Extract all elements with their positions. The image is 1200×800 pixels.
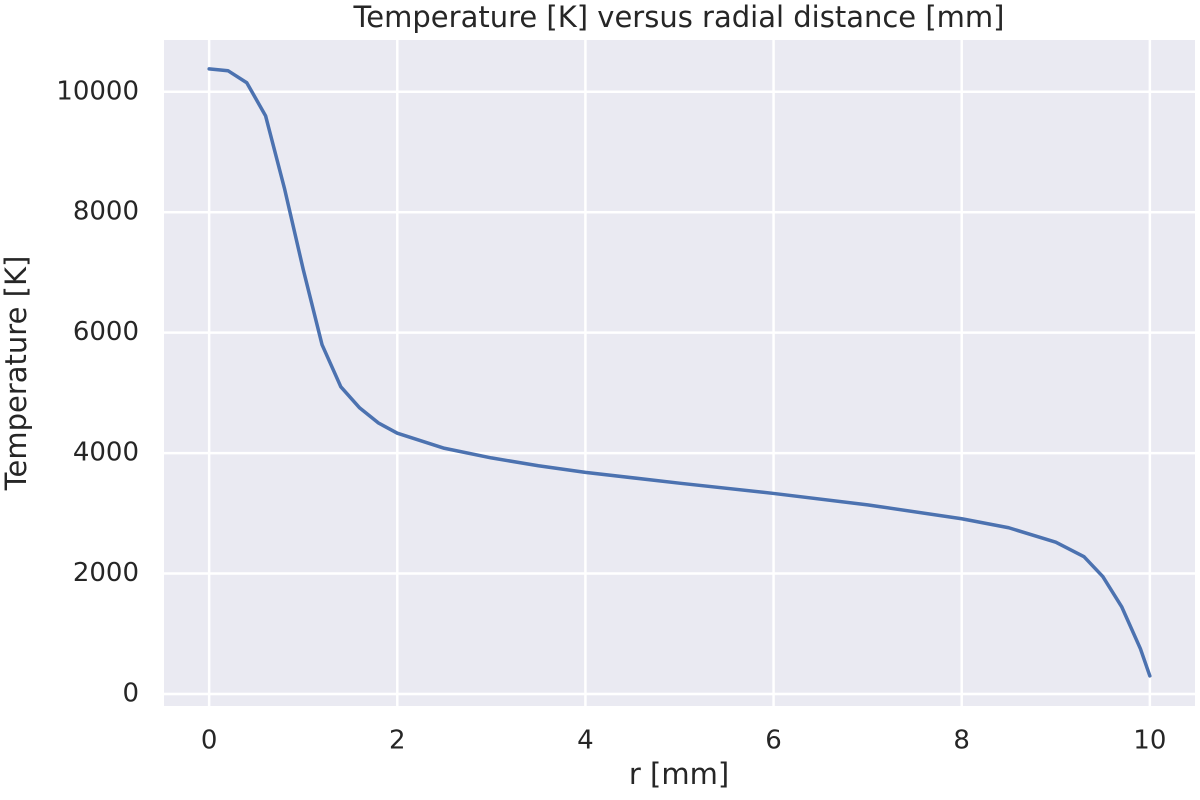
x-tick-label: 6	[765, 726, 782, 756]
y-axis-label: Temperature [K]	[0, 256, 33, 492]
x-tick-label: 10	[1133, 726, 1166, 756]
y-tick-label: 0	[122, 678, 139, 708]
x-tick-label: 8	[953, 726, 970, 756]
x-tick-label: 4	[577, 726, 594, 756]
data-line	[207, 67, 1152, 678]
plot-area	[164, 40, 1195, 706]
x-axis-label: r [mm]	[629, 757, 729, 791]
y-tick-label: 4000	[73, 438, 139, 468]
y-tick-label: 2000	[73, 558, 139, 588]
y-tick-label: 6000	[73, 317, 139, 347]
y-tick-label: 10000	[56, 76, 139, 106]
x-tick-label: 2	[389, 726, 406, 756]
y-tick-label: 8000	[73, 197, 139, 227]
chart-title: Temperature [K] versus radial distance […	[353, 0, 1005, 34]
x-tick-label: 0	[201, 726, 218, 756]
